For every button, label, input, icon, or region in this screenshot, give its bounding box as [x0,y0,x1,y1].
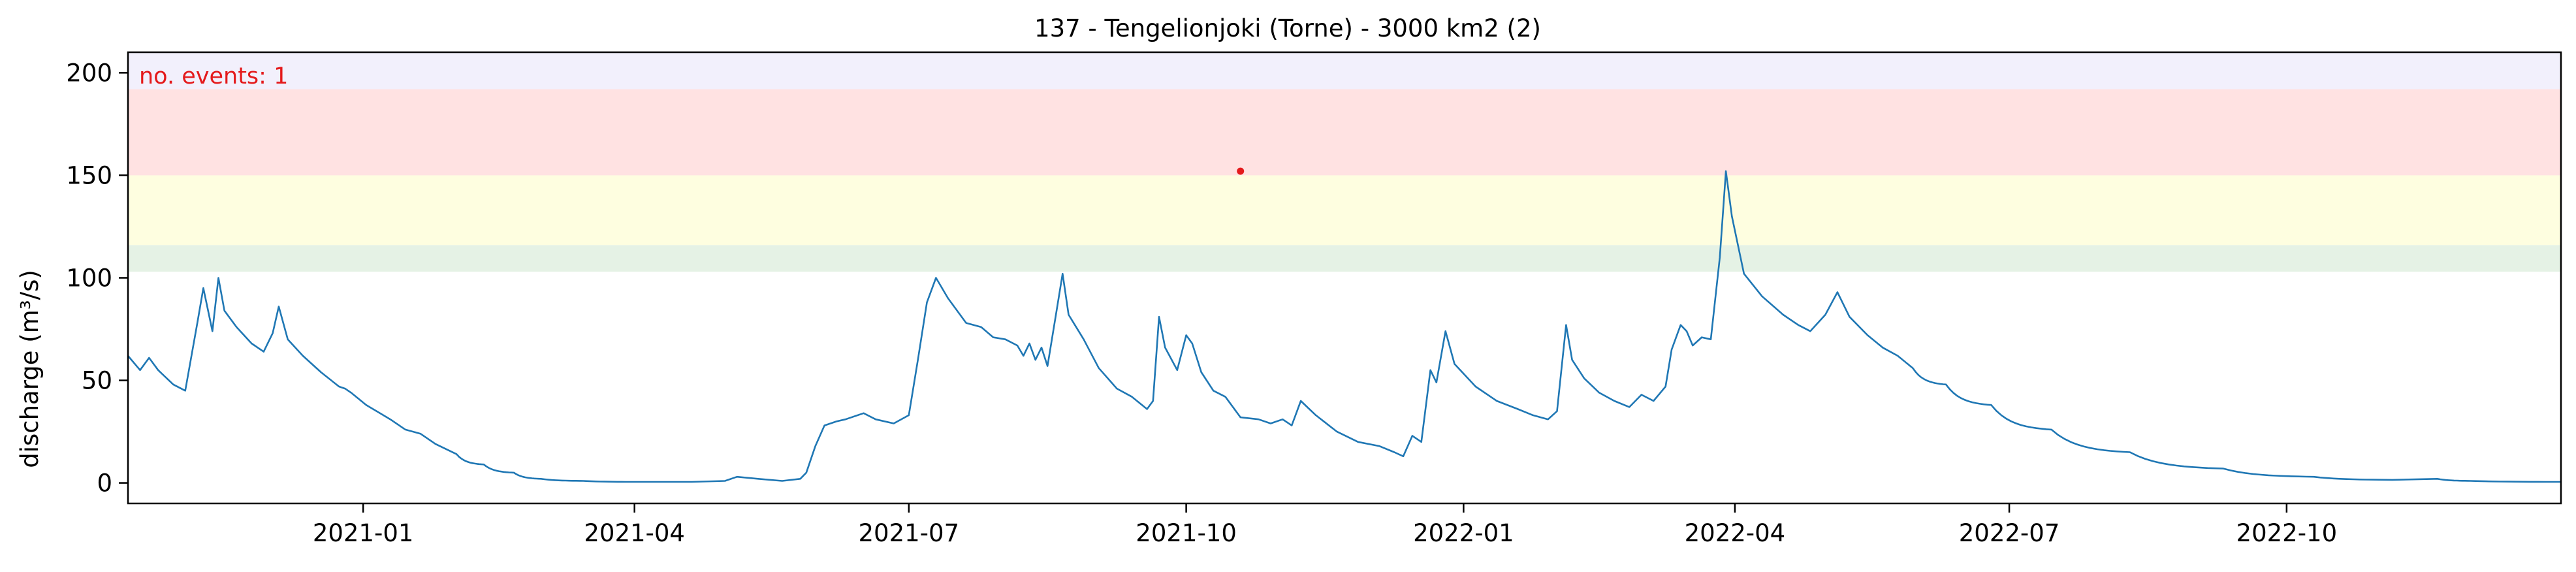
threshold-band-3 [128,89,2561,176]
y-tick-label: 100 [66,264,112,293]
x-tick-label: 2022-01 [1413,519,1514,547]
x-axis-ticks: 2021-01 2021-04 2021-07 2021-10 2022-01 2022-… [313,503,2337,547]
threshold-band-2 [128,175,2561,246]
threshold-band-1 [128,245,2561,272]
x-tick-label: 2022-10 [2236,519,2338,547]
y-tick-label: 200 [66,59,112,87]
discharge-series-line [127,170,2561,483]
event-marker [1237,167,1245,175]
x-tick-label: 2021-04 [584,519,685,547]
y-tick-label: 150 [66,161,112,189]
threshold-bands [128,52,2561,272]
chart-title: 137 - Tengelionjoki (Torne) - 3000 km2 (… [1034,14,1541,42]
x-tick-label: 2022-07 [1959,519,2060,547]
x-tick-label: 2021-10 [1136,519,1237,547]
y-axis-ticks: 0 50 100 150 200 [66,59,128,498]
y-tick-label: 50 [82,367,112,395]
x-tick-label: 2021-01 [313,519,414,547]
threshold-band-4 [128,52,2561,89]
series-layer [127,170,2561,483]
x-tick-label: 2021-07 [859,519,960,547]
x-tick-label: 2022-04 [1685,519,1786,547]
y-tick-label: 0 [97,469,112,498]
y-axis-label: discharge (m³/s) [16,270,44,468]
events-layer [1237,167,1245,175]
event-count-annotation: no. events: 1 [139,63,288,89]
